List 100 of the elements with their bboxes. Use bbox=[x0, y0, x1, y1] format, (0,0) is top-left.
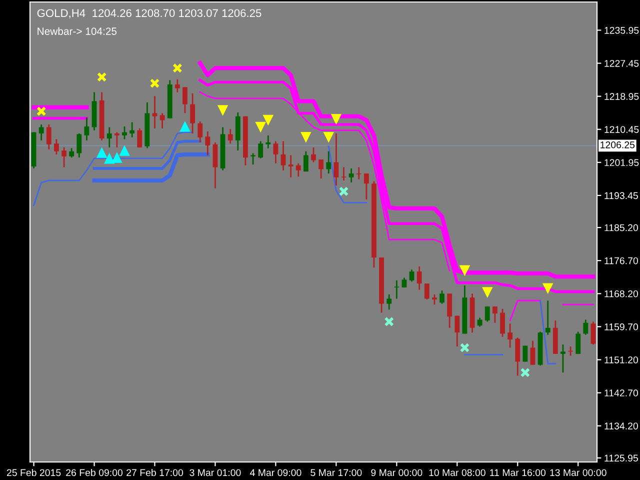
candlestick bbox=[522, 345, 528, 362]
candlestick bbox=[432, 294, 437, 306]
candlestick bbox=[341, 166, 346, 182]
candlestick bbox=[205, 130, 210, 156]
candlestick bbox=[402, 276, 407, 288]
y-tick-label: 1210.45 bbox=[604, 126, 639, 133]
candlestick bbox=[258, 140, 264, 160]
point bbox=[460, 342, 470, 353]
candlestick bbox=[190, 92, 195, 134]
candlestick bbox=[198, 120, 203, 144]
point bbox=[262, 114, 274, 126]
x-tick-label: 4 Mar 09:00 bbox=[250, 469, 302, 476]
candlestick bbox=[348, 168, 354, 184]
candlestick bbox=[122, 126, 127, 140]
candlestick bbox=[334, 132, 339, 186]
candlestick bbox=[288, 154, 294, 178]
candlestick bbox=[296, 162, 301, 178]
point bbox=[36, 106, 46, 116]
ref-line-label: 1206.25 bbox=[600, 141, 635, 148]
y-tick-label: 1227.45 bbox=[604, 60, 639, 67]
candlestick bbox=[137, 128, 142, 148]
candlestick bbox=[54, 138, 59, 156]
candlestick bbox=[182, 86, 188, 114]
candlestick bbox=[160, 112, 165, 130]
candlestick bbox=[545, 300, 550, 336]
candlestick bbox=[38, 124, 44, 142]
point bbox=[96, 72, 107, 82]
candlestick bbox=[311, 146, 316, 163]
x-tick-label: 11 Mar 16:00 bbox=[490, 469, 546, 476]
candlestick bbox=[356, 166, 362, 180]
y-tick-label: 1176.70 bbox=[604, 257, 638, 264]
candlestick bbox=[484, 306, 490, 322]
candlestick bbox=[76, 132, 82, 158]
y-tick-label: 1193.45 bbox=[604, 192, 638, 200]
candlestick bbox=[84, 116, 90, 142]
x-tick-label: 10 Mar 08:00 bbox=[429, 469, 486, 476]
x-tick-label: 13 Mar 00:00 bbox=[550, 469, 606, 476]
text: Newbar-> 104:25 bbox=[38, 27, 117, 35]
point bbox=[384, 316, 394, 326]
x-tick-label: 5 Mar 17:00 bbox=[310, 469, 362, 476]
point bbox=[520, 368, 530, 378]
candlestick bbox=[454, 315, 460, 348]
candlestick bbox=[318, 158, 324, 180]
point bbox=[338, 186, 349, 196]
x-tick-label: 26 Feb 09:00 bbox=[66, 468, 123, 476]
candlestick bbox=[416, 266, 422, 290]
y-tick-label: 1134.20 bbox=[604, 422, 638, 430]
candlestick bbox=[364, 172, 369, 200]
candlestick bbox=[492, 306, 498, 324]
point bbox=[300, 132, 312, 143]
x-tick-label: 27 Feb 17:00 bbox=[126, 468, 184, 476]
y-tick-label: 1185.20 bbox=[604, 224, 638, 232]
point bbox=[542, 283, 554, 294]
candlestick bbox=[62, 146, 66, 168]
candlestick bbox=[228, 128, 233, 144]
point bbox=[112, 152, 122, 163]
point bbox=[180, 121, 190, 132]
x-tick-label: 25 Feb 2015 bbox=[6, 468, 61, 476]
candlestick bbox=[508, 322, 513, 348]
y-tick-label: 1125.95 bbox=[604, 454, 638, 462]
point bbox=[119, 145, 130, 156]
candlestick bbox=[106, 126, 112, 148]
candlestick bbox=[250, 152, 256, 166]
point bbox=[104, 152, 115, 164]
candlestick bbox=[114, 132, 120, 148]
point bbox=[150, 78, 160, 88]
candlestick bbox=[273, 140, 278, 164]
candlestick bbox=[69, 148, 74, 158]
candlestick bbox=[500, 308, 505, 338]
point bbox=[217, 105, 228, 116]
point bbox=[330, 114, 342, 125]
candlestick bbox=[424, 282, 430, 300]
candlestick bbox=[266, 134, 271, 149]
candlestick bbox=[409, 268, 414, 282]
candlestick bbox=[440, 290, 444, 304]
candlestick bbox=[174, 78, 180, 93]
candlestick bbox=[583, 318, 588, 336]
candlestick bbox=[530, 340, 536, 366]
candlestick bbox=[386, 294, 392, 310]
candlestick bbox=[303, 150, 308, 172]
y-tick-label: 1168.20 bbox=[604, 290, 638, 298]
y-tick-label: 1235.95 bbox=[604, 26, 639, 34]
point bbox=[255, 122, 266, 133]
candlestick bbox=[560, 344, 566, 374]
point bbox=[96, 147, 108, 158]
y-tick-label: 1142.70 bbox=[604, 390, 638, 396]
point bbox=[459, 265, 470, 276]
candlestick bbox=[46, 124, 52, 150]
candlestick bbox=[576, 331, 581, 355]
point bbox=[482, 287, 493, 298]
text: GOLD,H4 1204.26 1208.70 1203.07 1206.25 bbox=[37, 9, 262, 18]
candlestick bbox=[394, 280, 400, 300]
x-tick-label: 9 Mar 00:00 bbox=[371, 469, 422, 476]
point bbox=[323, 132, 334, 143]
y-tick-label: 1201.95 bbox=[604, 159, 639, 166]
candlestick bbox=[212, 142, 218, 189]
y-tick-label: 1151.20 bbox=[604, 356, 638, 364]
point bbox=[172, 63, 182, 73]
x-tick-label: 3 Mar 01:00 bbox=[190, 469, 241, 476]
y-tick-label: 1159.70 bbox=[604, 323, 638, 330]
